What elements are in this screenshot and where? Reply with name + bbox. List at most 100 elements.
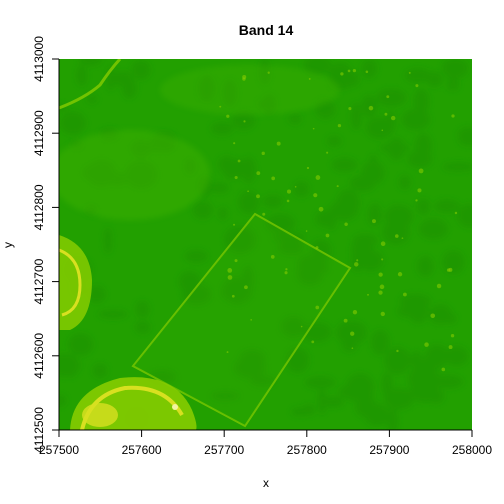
canopy-blob xyxy=(184,249,208,263)
canopy-blob xyxy=(221,285,231,299)
bright-speck xyxy=(418,168,424,174)
canopy-blob xyxy=(370,329,390,355)
canopy-blob xyxy=(131,60,151,80)
bright-speck xyxy=(284,271,288,275)
bright-speck xyxy=(219,105,222,108)
canopy-blob xyxy=(211,122,234,135)
x-axis-ticks: 257500 257600 257700 257800 257900 258000 xyxy=(39,430,492,457)
y-tick-label: 4113000 xyxy=(32,36,46,82)
bright-speck xyxy=(271,176,276,181)
canopy-blob xyxy=(337,326,361,337)
canopy-blob xyxy=(59,111,86,135)
bright-spot xyxy=(172,404,178,410)
y-axis-label: y xyxy=(1,242,15,248)
bright-speck xyxy=(451,114,455,118)
canopy-blob xyxy=(409,351,423,371)
bright-speck xyxy=(454,211,458,215)
canopy-blob xyxy=(113,70,133,87)
bright-speck xyxy=(256,171,261,176)
bright-speck xyxy=(436,283,442,289)
canopy-blob xyxy=(326,135,342,147)
canopy-blob xyxy=(291,407,307,417)
bright-speck xyxy=(242,77,246,81)
bright-speckle xyxy=(219,69,458,372)
canopy-blob xyxy=(331,157,358,173)
bright-speck xyxy=(372,219,376,224)
canopy-blob xyxy=(250,375,275,386)
bright-speck xyxy=(351,347,354,350)
bright-speck xyxy=(306,166,310,170)
y-tick-label: 4112800 xyxy=(32,184,46,230)
canopy-blob xyxy=(76,65,87,86)
canopy-blob xyxy=(457,204,472,228)
x-tick-label: 257700 xyxy=(204,443,244,457)
canopy-blob xyxy=(293,181,310,197)
bright-speck xyxy=(276,141,281,146)
bright-speck xyxy=(368,105,374,111)
canopy-blob xyxy=(210,182,229,194)
bright-speck xyxy=(356,259,359,262)
bright-speck xyxy=(315,305,320,310)
trail-line xyxy=(59,59,122,110)
chart-title: Band 14 xyxy=(239,22,294,38)
bright-speck xyxy=(325,233,330,238)
bright-speck xyxy=(415,199,418,202)
canopy-blob xyxy=(305,376,336,389)
canopy-blob xyxy=(59,394,67,407)
canopy-blob xyxy=(350,102,362,130)
canopy-blob xyxy=(367,203,382,226)
canopy-blob xyxy=(376,88,407,107)
bright-speck xyxy=(234,175,238,180)
canopy-blob xyxy=(444,313,457,324)
canopy-blob xyxy=(407,151,433,168)
canopy-blob xyxy=(231,111,256,130)
canopy-blob xyxy=(361,95,378,118)
canopy-blob xyxy=(361,59,377,79)
canopy-blob xyxy=(351,239,374,261)
canopy-blob xyxy=(457,126,472,144)
bright-speck xyxy=(336,185,339,188)
bright-speck xyxy=(286,199,290,203)
bright-speck xyxy=(340,72,344,76)
bright-speck xyxy=(234,259,238,263)
bright-speck xyxy=(448,267,453,272)
canopy-blob xyxy=(68,333,94,356)
bright-speck xyxy=(270,255,275,259)
canopy-blob xyxy=(383,387,414,410)
bright-speck xyxy=(380,311,385,317)
canopy-blob xyxy=(434,199,460,213)
bright-speck xyxy=(386,95,390,99)
bright-speck xyxy=(294,185,297,188)
field-interior xyxy=(133,214,350,426)
canopy-blob xyxy=(365,116,394,139)
canopy-blob xyxy=(79,59,102,66)
bright-speck xyxy=(305,230,308,232)
bright-features xyxy=(59,59,352,430)
bright-speck xyxy=(417,188,422,193)
canopy-blob xyxy=(211,391,239,401)
bright-speck xyxy=(396,349,399,353)
canopy-blob xyxy=(222,276,253,304)
bright-speck xyxy=(365,70,369,74)
canopy-blob xyxy=(336,189,360,217)
canopy-blob xyxy=(355,396,378,418)
bright-speck xyxy=(233,223,236,226)
bright-speck xyxy=(233,142,236,145)
bright-speck xyxy=(415,84,419,88)
bright-speck xyxy=(312,127,315,130)
bright-speck xyxy=(315,246,319,250)
light-meadow xyxy=(59,130,210,220)
canopy-blob xyxy=(92,363,108,378)
bright-patch xyxy=(82,403,118,427)
canopy-blob xyxy=(87,95,98,104)
bright-speck xyxy=(256,194,260,199)
canopy-blob xyxy=(413,88,430,116)
canopy-blob xyxy=(87,285,106,303)
canopy-blob xyxy=(315,211,337,227)
bright-speck xyxy=(326,151,329,154)
x-tick-label: 257500 xyxy=(39,443,79,457)
canopy-blob xyxy=(401,108,430,131)
canopy-blob xyxy=(238,190,260,214)
canopy-blob xyxy=(224,225,256,254)
